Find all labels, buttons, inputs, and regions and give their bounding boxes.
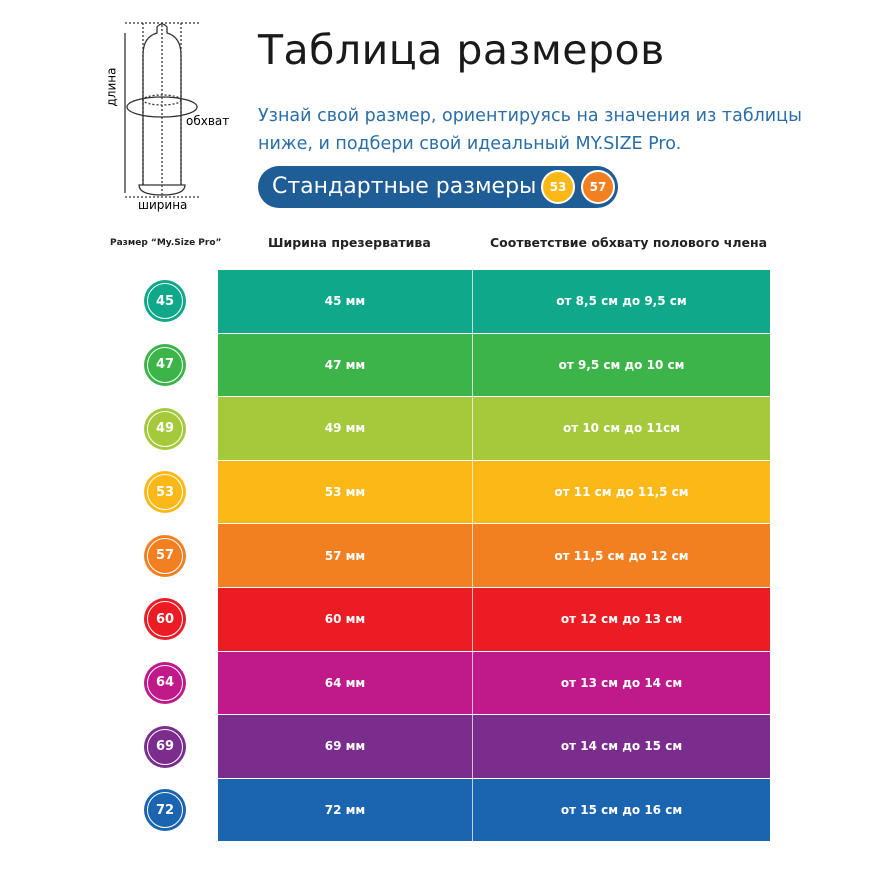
girth-cell: от 15 см до 16 см <box>560 803 683 818</box>
size-badge: 72 <box>144 789 186 832</box>
width-cell: 60 мм <box>218 588 473 651</box>
size-badge: 64 <box>144 661 186 704</box>
subtitle-line-2: ниже, и подбери свой идеальный MY.SIZE P… <box>258 134 682 154</box>
girth-cell: от 8,5 см до 9,5 см <box>556 294 687 309</box>
width-cell: 64 мм <box>218 651 473 715</box>
girth-cell: от 10 см до 11см <box>562 421 681 436</box>
table-row: 47 мм от 9,5 см до 10 см <box>218 333 770 397</box>
girth-cell: от 11,5 см до 12 см <box>554 548 689 563</box>
table-row: 57 мм от 11,5 см до 12 см <box>218 524 770 587</box>
standard-sizes-banner: Стандартные размеры 53 57 <box>258 166 618 208</box>
size-badge: 45 <box>144 280 186 323</box>
table-row: 53 мм от 11 см до 11,5 см <box>218 460 770 524</box>
girth-cell: от 13 см до 14 см <box>560 675 683 690</box>
girth-label: обхват <box>186 114 230 128</box>
girth-cell: от 9,5 см до 10 см <box>558 357 685 372</box>
width-label: ширина <box>138 198 188 212</box>
length-label: длина <box>104 67 119 107</box>
girth-cell: от 14 см до 15 см <box>560 739 683 754</box>
width-cell: 57 мм <box>218 524 473 587</box>
size-badge: 60 <box>144 598 186 641</box>
girth-cell: от 12 см до 13 см <box>560 612 683 627</box>
table-row: 72 мм от 15 см до 16 см <box>218 778 770 842</box>
size-badge: 57 <box>144 534 186 577</box>
girth-cell: от 11 см до 11,5 см <box>554 485 689 500</box>
width-cell: 47 мм <box>218 333 473 397</box>
width-cell: 45 мм <box>218 270 473 333</box>
size-badge: 53 <box>144 471 186 514</box>
width-cell: 72 мм <box>218 778 473 842</box>
condom-diagram-icon <box>124 22 200 198</box>
standard-badge-57: 57 <box>581 170 615 204</box>
table-row: 69 мм от 14 см до 15 см <box>218 715 770 778</box>
header-size: Размер “My.Size Pro” <box>110 238 222 248</box>
size-badge: 49 <box>144 407 186 450</box>
table-row: 64 мм от 13 см до 14 см <box>218 651 770 715</box>
header-width: Ширина презерватива <box>268 235 431 250</box>
page-title: Таблица размеров <box>258 26 665 74</box>
header-girth: Соответствие обхвату полового члена <box>490 235 768 250</box>
subtitle-line-1: Узнай свой размер, ориентируясь на значе… <box>258 106 802 126</box>
size-badge: 47 <box>144 343 186 386</box>
table-row: 60 мм от 12 см до 13 см <box>218 588 770 651</box>
width-cell: 69 мм <box>218 715 473 778</box>
table-row: 45 мм от 8,5 см до 9,5 см <box>218 270 770 333</box>
size-badge: 69 <box>144 725 186 768</box>
table-row: 49 мм от 10 см до 11см <box>218 397 770 460</box>
standard-badge-53: 53 <box>541 170 575 204</box>
width-cell: 53 мм <box>218 460 473 524</box>
standard-sizes-label: Стандартные размеры <box>272 174 537 199</box>
width-cell: 49 мм <box>218 397 473 460</box>
